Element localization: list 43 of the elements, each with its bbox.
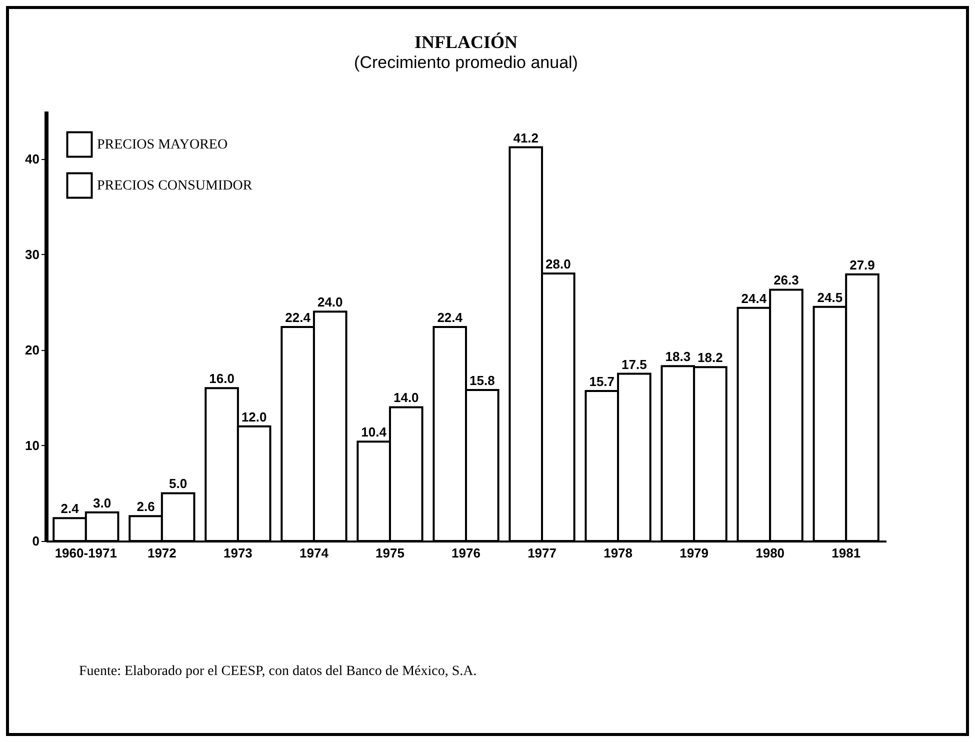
legend-label: PRECIOS CONSUMIDOR [97, 178, 253, 194]
y-tick-label: 0 [32, 534, 40, 548]
x-tick-label: 1979 [680, 546, 709, 560]
data-label: 18.3 [665, 349, 691, 364]
data-label: 2.4 [60, 501, 80, 516]
data-label: 5.0 [169, 476, 188, 492]
data-label: 22.4 [437, 310, 464, 325]
x-tick-label: 1960-1971 [54, 546, 117, 560]
data-label: 22.4 [285, 310, 312, 325]
y-tick-label: 20 [25, 342, 40, 358]
x-tick-label: 1973 [223, 546, 252, 560]
data-label: 2.6 [136, 499, 155, 514]
data-label: 28.0 [546, 256, 571, 272]
x-tick-label: 1980 [756, 546, 785, 560]
data-label: 24.4 [741, 290, 768, 306]
x-tick-label: 1975 [376, 546, 404, 560]
x-tick-label: 1974 [300, 546, 330, 560]
x-tick-label: 1972 [147, 546, 176, 560]
chart-title: INFLACIÓN [414, 32, 518, 52]
data-label: 18.2 [698, 350, 723, 366]
x-tick-label: 1981 [832, 546, 861, 560]
data-label: 17.5 [622, 356, 647, 372]
data-label: 24.0 [317, 294, 343, 310]
data-label: 16.0 [209, 371, 234, 386]
data-label: 15.7 [589, 374, 615, 389]
data-label: 15.8 [470, 373, 495, 388]
chart-subtitle: (Crecimiento promedio anual) [354, 53, 578, 72]
y-tick-label: 10 [25, 438, 40, 453]
source-note: Fuente: Elaborado por el CEESP, con datos del Banco de México, S.A. [79, 664, 477, 680]
data-label: 27.9 [850, 257, 875, 272]
data-label: 14.0 [393, 390, 419, 406]
y-tick-label: 40 [25, 151, 40, 166]
data-label: 26.3 [774, 272, 799, 288]
x-tick-label: 1978 [604, 546, 632, 560]
x-tick-label: 1976 [452, 546, 480, 560]
data-label: 12.0 [241, 409, 267, 424]
data-label: 24.5 [817, 290, 843, 305]
data-label: 41.2 [513, 130, 539, 146]
legend-label: PRECIOS MAYOREO [97, 138, 228, 152]
x-tick-label: 1977 [528, 546, 556, 560]
data-label: 10.4 [361, 424, 388, 440]
y-tick-label: 30 [25, 246, 40, 262]
data-label: 3.0 [93, 495, 112, 510]
